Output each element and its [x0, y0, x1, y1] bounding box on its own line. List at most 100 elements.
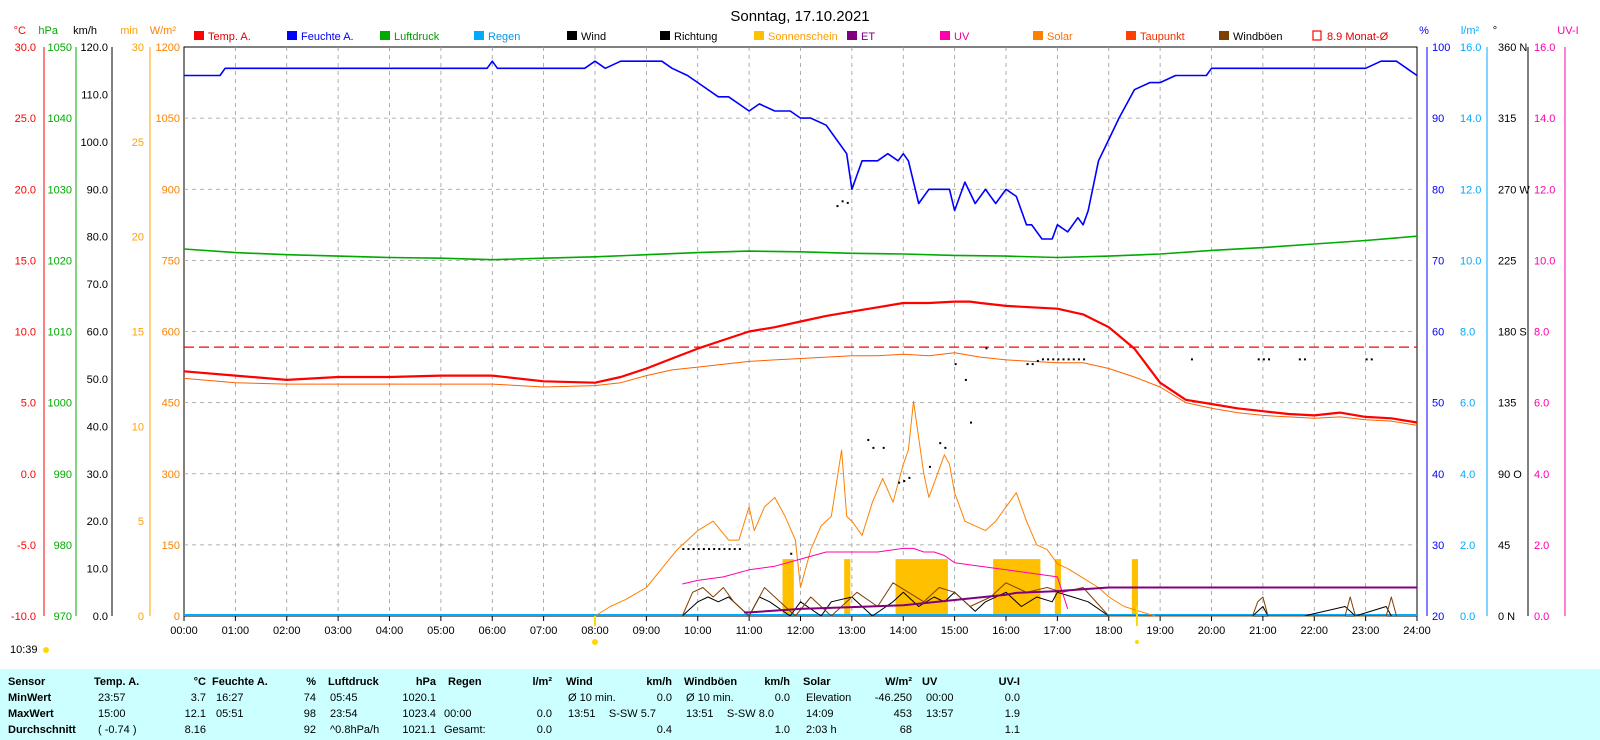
- axes: °C hPa km/h min W/m²% l/m² ° UV-I 30.0 25.0 20.0 15…: [11, 25, 1579, 637]
- stats-cell-solar-t: Elevation: [806, 692, 852, 704]
- x-tick-label: 18:00: [1095, 625, 1123, 637]
- x-tick-label: 11:00: [736, 625, 763, 637]
- stats-cell-hum-v: 74: [303, 692, 316, 704]
- stats-cell-temp-t: 23:57: [98, 692, 126, 704]
- sunrise-dot: [592, 639, 598, 645]
- tick-wind: 30.0: [87, 469, 108, 481]
- x-tick-label: 07:00: [530, 625, 558, 637]
- stats-cell-solar-t: 14:09: [806, 708, 834, 720]
- legend-label: ET: [861, 31, 875, 43]
- sunshine-bar: [1008, 559, 1015, 616]
- stats-header-solar: Solar: [803, 676, 831, 688]
- x-tick-label: 04:00: [376, 625, 404, 637]
- stats-header-rain: Regen: [448, 676, 482, 688]
- tick-pressure: 1050: [48, 42, 72, 54]
- x-tick-label: 00:00: [170, 625, 198, 637]
- stats-header-wind: Wind: [566, 676, 593, 688]
- tick-solar: 1050: [156, 113, 180, 125]
- direction-dot: [882, 446, 885, 449]
- direction-dot: [1072, 358, 1075, 361]
- tick-humidity: 30: [1432, 540, 1444, 552]
- stats-cell-hum-t: 05:51: [216, 708, 244, 720]
- clock-label: 10:39: [10, 644, 38, 656]
- legend-swatch: [1219, 31, 1229, 40]
- tick-humidity: 40: [1432, 469, 1444, 481]
- tick-uv: 10.0: [1534, 255, 1555, 267]
- tick-sun_min: 30: [132, 42, 144, 54]
- direction-unit: °: [1493, 25, 1497, 37]
- legend-label: Wind: [581, 31, 606, 43]
- stats-cell-gust-t: Ø 10 min.: [686, 692, 734, 704]
- direction-dot: [1268, 358, 1271, 361]
- tick-wind: 60.0: [87, 327, 108, 339]
- tick-humidity: 60: [1432, 327, 1444, 339]
- stats-cell-label: MinWert: [8, 692, 52, 704]
- tick-wind: 70.0: [87, 279, 108, 291]
- tick-direction: 270 W: [1498, 184, 1530, 196]
- tick-temp: 20.0: [15, 184, 36, 196]
- legend-label: Feuchte A.: [301, 31, 354, 43]
- sunshine-bar: [1054, 559, 1061, 616]
- direction-dot: [1077, 358, 1080, 361]
- direction-dot: [898, 481, 901, 484]
- tick-solar: 900: [162, 184, 180, 196]
- tick-rain: 14.0: [1460, 113, 1481, 125]
- tick-sun_min: 5: [138, 516, 144, 528]
- direction-dot: [723, 548, 726, 551]
- weather-chart: Sonntag, 17.10.2021 Temp. A. Feuchte A. Lu…: [0, 0, 1600, 669]
- direction-dot: [728, 548, 731, 551]
- tick-sun_min: 0: [138, 611, 144, 623]
- stats-cell-hum-v: 92: [303, 724, 316, 736]
- direction-dot: [970, 421, 973, 424]
- legend-swatch: [940, 31, 950, 40]
- legend-swatch: [287, 31, 297, 40]
- tick-sun_min: 25: [132, 137, 144, 149]
- tick-rain: 12.0: [1460, 184, 1481, 196]
- legend-swatch: [660, 31, 670, 40]
- tick-pressure: 980: [54, 540, 72, 552]
- tick-direction: 135: [1498, 398, 1516, 410]
- tick-rain: 16.0: [1460, 42, 1481, 54]
- tick-sun_min: 20: [132, 232, 144, 244]
- stats-cell-press-v: 1020.1: [402, 692, 436, 704]
- direction-dot: [682, 548, 685, 551]
- direction-dot: [928, 465, 931, 468]
- direction-dot: [702, 548, 705, 551]
- direction-dot: [687, 548, 690, 551]
- x-tick-label: 14:00: [889, 625, 917, 637]
- x-tick-label: 08:00: [581, 625, 609, 637]
- legend-swatch: [194, 31, 204, 40]
- legend-swatch: [754, 31, 764, 40]
- direction-dot: [1067, 358, 1070, 361]
- stats-cell-hum-v: 98: [303, 708, 316, 720]
- legend-swatch: [847, 31, 857, 40]
- x-tick-label: 17:00: [1044, 625, 1072, 637]
- stats-cell-hum-t: 16:27: [216, 692, 244, 704]
- direction-dot: [954, 363, 957, 366]
- stats-row: MinWert 23:57 3.7 16:27 74 05:45 1020.1 Ø 10 mi…: [0, 690, 1600, 706]
- direction-dot: [1370, 358, 1373, 361]
- chart-background: [0, 0, 1600, 669]
- tick-direction: 0 N: [1498, 611, 1515, 623]
- legend-label: Taupunkt: [1140, 31, 1185, 43]
- direction-dot: [908, 476, 911, 479]
- stats-cell-wind-t: Ø 10 min.: [568, 692, 616, 704]
- legend-label: Windböen: [1233, 31, 1283, 43]
- direction-dot: [738, 548, 741, 551]
- tick-humidity: 80: [1432, 184, 1444, 196]
- tick-pressure: 1000: [48, 398, 72, 410]
- x-tick-label: 02:00: [273, 625, 301, 637]
- stats-header-press: Luftdruck: [328, 676, 379, 688]
- stats-header-gust-unit: km/h: [764, 676, 790, 688]
- legend-label: Solar: [1047, 31, 1073, 43]
- direction-dot: [903, 480, 906, 483]
- x-tick-label: 23:00: [1352, 625, 1380, 637]
- direction-dot: [1057, 358, 1060, 361]
- tick-solar: 0: [174, 611, 180, 623]
- sunshine-bar: [905, 559, 912, 616]
- legend-swatch: [1126, 31, 1136, 40]
- sunshine-bar: [844, 559, 851, 616]
- direction-dot: [964, 378, 967, 381]
- x-tick-label: 13:00: [838, 625, 866, 637]
- wind-unit: km/h: [73, 25, 97, 37]
